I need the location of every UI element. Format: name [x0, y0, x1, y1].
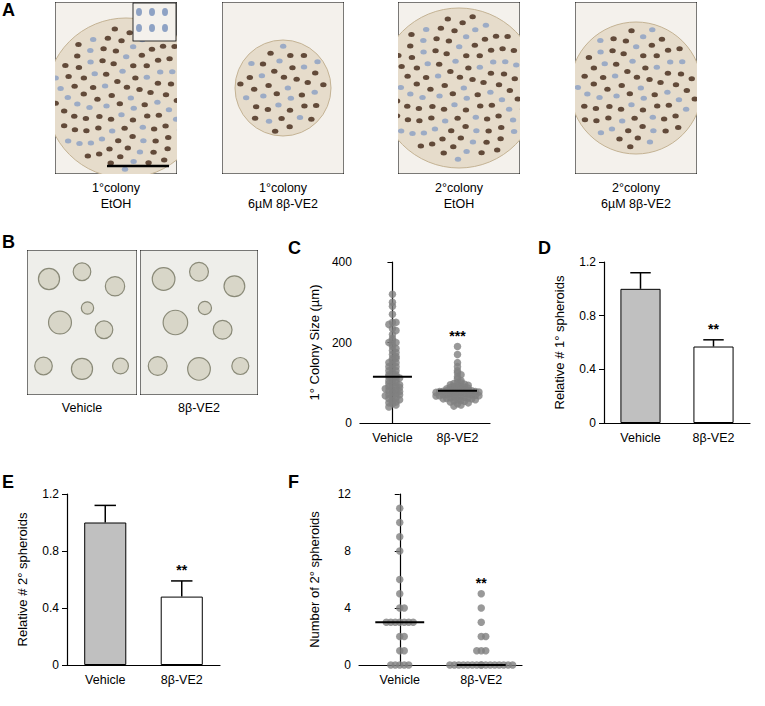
- html-text:B: B: [2, 232, 15, 252]
- svg-text:0: 0: [52, 658, 59, 672]
- svg-text:0: 0: [344, 658, 351, 672]
- html-text:EtOH: EtOH: [100, 197, 132, 211]
- svg-text:**: **: [176, 562, 187, 578]
- html-text:C: C: [288, 238, 301, 258]
- html-text:F: F: [288, 472, 299, 492]
- svg-text:**: **: [708, 321, 719, 337]
- svg-text:1.2: 1.2: [579, 255, 596, 269]
- svg-text:Relative # 2° spheroids: Relative # 2° spheroids: [15, 512, 30, 646]
- svg-text:400: 400: [332, 255, 352, 269]
- svg-text:**: **: [476, 575, 487, 591]
- html-text:Vehicle: Vehicle: [61, 401, 103, 415]
- svg-text:200: 200: [332, 336, 352, 350]
- html-text:EtOH: EtOH: [443, 197, 475, 211]
- svg-text:Vehicle: Vehicle: [372, 431, 412, 445]
- html-text:1°colony: 1°colony: [92, 181, 140, 195]
- svg-text:4: 4: [344, 601, 351, 615]
- svg-text:Vehicle: Vehicle: [380, 673, 420, 687]
- svg-text:Relative # 1° spheroids: Relative # 1° spheroids: [552, 275, 567, 409]
- svg-text:0.8: 0.8: [579, 309, 596, 323]
- svg-text:0.8: 0.8: [42, 544, 59, 558]
- svg-text:Number of 2° spheroids: Number of 2° spheroids: [307, 511, 322, 648]
- svg-text:1° Colony Size (µm): 1° Colony Size (µm): [307, 285, 322, 401]
- svg-text:0.4: 0.4: [42, 601, 59, 615]
- html-text:A: A: [2, 0, 15, 20]
- svg-text:8β-VE2: 8β-VE2: [693, 431, 735, 445]
- html-text:2°colony: 2°colony: [612, 181, 660, 195]
- html-text:2°colony: 2°colony: [435, 181, 483, 195]
- svg-text:8β-VE2: 8β-VE2: [460, 673, 502, 687]
- html-text:8β-VE2: 8β-VE2: [178, 401, 220, 415]
- html-text:6µM 8β-VE2: 6µM 8β-VE2: [601, 197, 671, 211]
- svg-text:Vehicle: Vehicle: [620, 431, 660, 445]
- svg-text:8β-VE2: 8β-VE2: [437, 431, 479, 445]
- svg-text:0.4: 0.4: [579, 362, 596, 376]
- svg-text:0: 0: [345, 416, 352, 430]
- html-text:6µM 8β-VE2: 6µM 8β-VE2: [248, 197, 318, 211]
- svg-text:8β-VE2: 8β-VE2: [161, 673, 203, 687]
- svg-text:8: 8: [344, 544, 351, 558]
- html-text:1°colony: 1°colony: [259, 181, 307, 195]
- svg-text:1.2: 1.2: [42, 487, 59, 501]
- svg-text:12: 12: [338, 487, 352, 501]
- html-text:E: E: [2, 472, 14, 492]
- svg-text:Vehicle: Vehicle: [85, 673, 125, 687]
- html-text:D: D: [538, 238, 551, 258]
- svg-text:0: 0: [589, 416, 596, 430]
- svg-text:***: ***: [449, 328, 466, 344]
